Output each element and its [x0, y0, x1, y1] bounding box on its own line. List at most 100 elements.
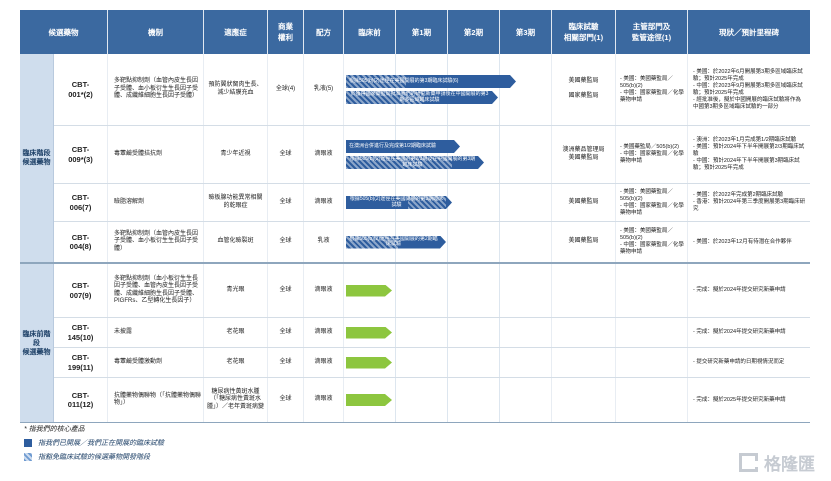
rights-cell: 全球(4): [268, 54, 304, 125]
departments-cell: [552, 378, 616, 422]
milestones-cell: - 完成：擬於2024年提交研究新藥申請: [693, 329, 786, 335]
rights-cell: 全球: [268, 348, 304, 377]
milestones-cell: - 提交研究新藥申請的日期視情況而定: [693, 359, 785, 365]
formulation-cell: 滴眼液: [304, 348, 344, 377]
pathway-cell: [616, 264, 688, 317]
core-product-footnote: * 指我們的核心產品: [24, 426, 85, 433]
formulation-cell: 滴眼液: [304, 264, 344, 317]
mechanism-cell: 多靶點抑制劑（血小板衍生生長因子受體、血管內皮生長因子受體、成纖維細胞生長因子受…: [108, 264, 204, 317]
planned-segment: [346, 156, 452, 169]
col-milestones: 現狀／預計里程碑: [719, 27, 779, 37]
footnotes: * 指我們的核心產品 指我們已開展／我們正在開展的臨床試驗 指豁免臨床試驗的候選…: [24, 424, 164, 462]
rights-cell: 全球: [268, 264, 304, 317]
mechanism-cell: 毒蕈鹼受體激動劑: [108, 348, 204, 377]
col-indication: 適應症: [204, 10, 268, 54]
candidate-code: CBT- 009*(3): [54, 126, 108, 183]
planned-segment: [346, 75, 406, 88]
milestones-cell: - 美國：於2022年6月開展第3期多區域臨床試驗；預計2025年完成 - 中國…: [693, 68, 803, 110]
phase-track: [344, 378, 552, 422]
clinical-stage-group: 臨床階段 候選藥物 CBT- 001*(2) 多靶點抑制劑（血管內皮生長因子受體…: [20, 54, 810, 264]
table-row-cbt145: CBT- 145(10) 未披露 老花眼 全球 滴眼液 - 完成：擬於2024年…: [54, 318, 810, 348]
col-candidate: 候選藥物: [20, 10, 108, 54]
indication-cell: 糖尿病性黃斑水腫（「糖尿病性黃斑水腫」）／老年黃斑病變: [204, 378, 268, 422]
indication-cell: 青少年近視: [204, 126, 268, 183]
formulation-cell: 滴眼液: [304, 318, 344, 347]
group-label-clinical: 臨床階段 候選藥物: [20, 54, 54, 262]
trial-bar: 在澳洲合併進行及完成第1/2期臨床試驗: [346, 140, 460, 153]
departments-cell: 澳洲藥品管理局 美國藥監局: [552, 126, 616, 183]
col-departments: 臨床試驗 相關部門(1): [552, 10, 616, 54]
preclinical-arrow: [346, 285, 392, 297]
candidate-code: CBT- 006(7): [54, 184, 108, 221]
legend-label: 指豁免臨床試驗的候選藥物開發階段: [38, 454, 150, 461]
formulation-cell: 乳液(5): [304, 54, 344, 125]
trial-bar-label: 在澳洲合併進行及完成第1/2期臨床試驗: [349, 142, 436, 149]
trial-bar-label: 根據505(b)(2)途徑在美國開展的第2期臨床試驗: [349, 235, 438, 247]
indication-cell: 老花眼: [204, 318, 268, 347]
legend-ongoing-trials: 指我們已開展／我們正在開展的臨床試驗: [24, 438, 164, 448]
table-header: 候選藥物 機制 適應症 商業 權利 配方 臨床前 第1期 第2期 第3期 臨床試…: [20, 10, 810, 54]
pathway-cell: - 美國藥監局／505(b)(2) - 中國：國家藥監局／化學藥物申請: [616, 126, 688, 183]
formulation-cell: 滴眼液: [304, 126, 344, 183]
table-row-cbt007: CBT- 007(9) 多靶點抑制劑（血小板衍生生長因子受體、血管內皮生長因子受…: [54, 264, 810, 318]
candidate-code: CBT- 145(10): [54, 318, 108, 347]
mechanism-cell: 毒蕈鹼受體拮抗劑: [108, 126, 204, 183]
table-row-cbt001: CBT- 001*(2) 多靶點抑制劑（血管內皮生長因子受體、血小板衍生生長因子…: [54, 54, 810, 126]
planned-segment: [346, 236, 398, 249]
trial-bar-label: 根據505(b)(2)途徑在美國的第2/3期及在中國開展的第3期臨床試驗: [349, 156, 476, 168]
watermark-text: 格隆匯: [764, 455, 815, 474]
col-phase3: 第3期: [500, 10, 552, 54]
indication-cell: 預防翼狀胬肉生長、減少結膜充血: [204, 54, 268, 125]
gelonghui-watermark: 格隆匯: [739, 450, 815, 475]
rights-cell: 全球: [268, 318, 304, 347]
mechanism-cell: 多靶點抑制劑（血管內皮生長因子受體、血小板衍生生長因子受體、成纖維細胞生長因子受…: [108, 54, 204, 125]
trial-bar: 根據505(b)(2)途徑在美國開展的第3期臨床試驗: [346, 196, 452, 209]
rights-cell: 全球: [268, 378, 304, 422]
col-formulation: 配方: [304, 10, 344, 54]
pathway-cell: [616, 318, 688, 347]
departments-cell: 美國藥監局: [552, 184, 616, 221]
milestones-cell: - 美國：於2022年完成第2期臨床試驗 - 香港：預計2024年第三季度開展第…: [693, 192, 806, 212]
phase-track: [344, 348, 552, 377]
hatched-bar-legend-icon: [24, 453, 32, 461]
pathway-cell: [616, 348, 688, 377]
solid-bar-legend-icon: [24, 439, 32, 447]
preclinical-stage-group: 臨床前階段 候選藥物 CBT- 007(9) 多靶點抑制劑（血小板衍生生長因子受…: [20, 264, 810, 423]
table-row-cbt011: CBT- 011(12) 抗體藥物偶聯物（「抗體藥物偶聯物」） 糖尿病性黃斑水腫…: [54, 378, 810, 422]
preclinical-arrow: [346, 394, 392, 406]
pathway-cell: - 美國：美國藥監局／505(b)(2) - 中國：國家藥監局／化學藥物申請: [616, 54, 688, 125]
formulation-cell: 乳液: [304, 222, 344, 262]
preclinical-arrow: [346, 327, 392, 339]
planned-segment: [408, 196, 446, 209]
departments-cell: [552, 318, 616, 347]
pathway-cell: [616, 378, 688, 422]
rights-cell: 全球: [268, 126, 304, 183]
mechanism-cell: 抗體藥物偶聯物（「抗體藥物偶聯物」）: [108, 378, 204, 422]
table-row-cbt006: CBT- 006(7) 瞼脂溶解劑 瞼板腺功能異常相關的乾眼症 全球 滴眼液 根…: [54, 184, 810, 222]
milestones-cell: - 完成：擬於2025年提交研究新藥申請: [693, 396, 786, 403]
candidate-code: CBT- 001*(2): [54, 54, 108, 125]
trial-bar: 根據505(b)(2)途徑在美國開展的第3期臨床試驗(6): [346, 75, 516, 88]
table-row-cbt004: CBT- 004(8) 多靶點抑制劑（血管內皮生長因子受體、血小板衍生生長因子受…: [54, 222, 810, 262]
candidate-code: CBT- 007(9): [54, 264, 108, 317]
departments-cell: 美國藥監局 國家藥監局: [552, 54, 616, 125]
phase-track: [344, 264, 552, 317]
milestones-cell: - 澳洲：於2023年1月完成第1/2期臨床試驗 - 美國：預計2024年下半年…: [693, 137, 805, 171]
departments-cell: [552, 348, 616, 377]
col-preclinical: 臨床前: [344, 10, 396, 54]
indication-cell: 老花眼: [204, 348, 268, 377]
group-label-preclinical: 臨床前階段 候選藥物: [20, 264, 54, 422]
pipeline-table: 候選藥物 機制 適應症 商業 權利 配方 臨床前 第1期 第2期 第3期 臨床試…: [20, 10, 810, 423]
mechanism-cell: 多靶點抑制劑（血管內皮生長因子受體、血小板衍生生長因子受體）: [108, 222, 204, 262]
phase-track: 根據505(b)(2)途徑在美國開展的第2期臨床試驗: [344, 222, 552, 262]
phase-track: [344, 318, 552, 347]
mechanism-cell: 未披露: [108, 318, 204, 347]
rights-cell: 全球: [268, 184, 304, 221]
table-row-cbt009: CBT- 009*(3) 毒蕈鹼受體拮抗劑 青少年近視 全球 滴眼液 在澳洲合併…: [54, 126, 810, 184]
rights-cell: 全球: [268, 222, 304, 262]
candidate-code: CBT- 011(12): [54, 378, 108, 422]
indication-cell: 青光眼: [204, 264, 268, 317]
trial-bar: 根據505(b)(2)途徑在美國開展的第2期臨床試驗: [346, 236, 446, 249]
departments-cell: [552, 264, 616, 317]
